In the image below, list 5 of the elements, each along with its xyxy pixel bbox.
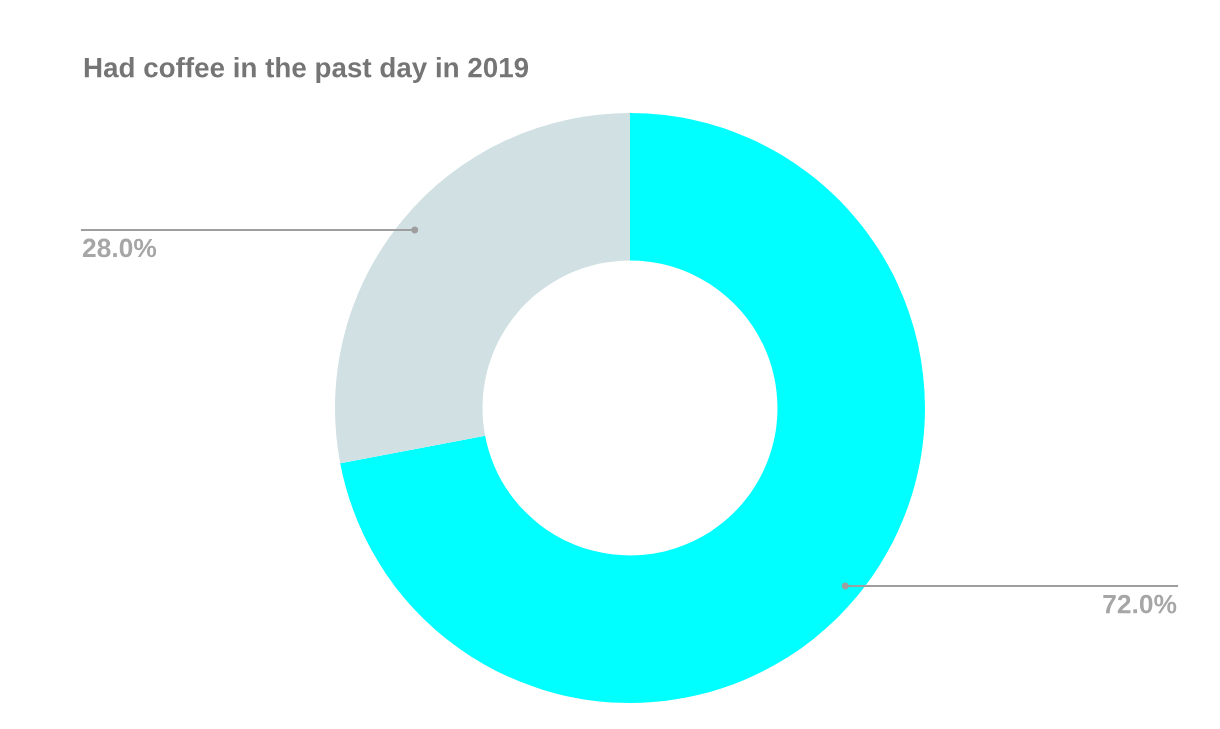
donut-slice [340,113,925,703]
donut-slice [335,113,630,464]
data-label: 72.0% [1103,594,1177,614]
chart-title: Had coffee in the past day in 2019 [84,57,529,83]
data-label: 28.0% [82,238,157,258]
